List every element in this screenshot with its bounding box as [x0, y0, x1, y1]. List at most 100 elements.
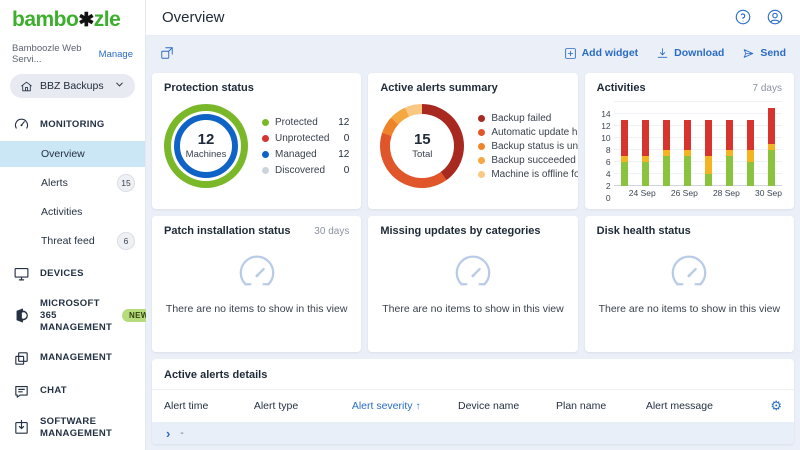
bar-segment — [662, 150, 670, 156]
bar-segment — [725, 156, 733, 186]
column-header-alert-message[interactable]: Alert message — [645, 400, 713, 412]
bar-segment — [725, 120, 733, 150]
workspace-selector[interactable]: BBZ Backups — [10, 74, 135, 98]
bar-segment — [683, 120, 691, 150]
column-header-device-name[interactable]: Device name — [457, 400, 520, 412]
table-settings-gear-icon[interactable]: ⚙ — [770, 398, 782, 413]
sidebar-item-management[interactable]: MANAGEMENT — [0, 342, 145, 375]
column-header-plan-name[interactable]: Plan name — [555, 400, 607, 412]
legend-dot-icon — [262, 150, 269, 158]
y-tick-label: 10 — [601, 133, 611, 143]
legend-label: Unprotected — [275, 132, 330, 144]
x-tick-label — [614, 188, 629, 200]
bar-segment — [641, 156, 649, 162]
stacked-bar — [746, 120, 754, 186]
bar-segment — [662, 156, 670, 186]
bar-column — [761, 102, 782, 186]
account-name: Bamboozle Web Servi... — [12, 43, 82, 65]
sidebar-item-monitoring[interactable]: MONITORING — [0, 108, 145, 141]
chevron-right-icon[interactable]: › — [166, 425, 171, 441]
logo-text-right: zle — [93, 8, 121, 31]
bar-segment — [725, 150, 733, 156]
y-tick-label: 14 — [601, 109, 611, 119]
sidebar-item-threat-feed[interactable]: Threat feed 6 — [0, 225, 145, 257]
column-header-alert-time[interactable]: Alert time — [164, 400, 209, 412]
logo-star-icon: ✱ — [78, 10, 94, 31]
legend-label: Backup failed — [491, 112, 552, 124]
bar-segment — [746, 120, 754, 150]
table-header-row: Alert time Alert type Alert severity ↑ Devic… — [152, 390, 794, 422]
sidebar-item-label: Alerts — [41, 177, 68, 189]
sidebar-item-label: MANAGEMENT — [40, 352, 113, 364]
patch-installation-status-card[interactable]: Patch installation status 30 days There … — [152, 216, 362, 352]
empty-gauge-icon — [450, 250, 496, 295]
legend-value: 12 — [338, 148, 350, 160]
sidebar-item-microsoft-365-management[interactable]: MICROSOFT 365 MANAGEMENT NEW — [0, 290, 156, 342]
sidebar-item-alerts[interactable]: Alerts 15 — [0, 167, 145, 199]
alerts-count-badge: 15 — [117, 174, 135, 192]
y-tick-label: 4 — [605, 169, 611, 179]
table-row[interactable]: › - — [152, 422, 794, 444]
logo-text-left: bambo — [12, 8, 79, 31]
home-icon — [20, 80, 33, 93]
bar-segment — [683, 150, 691, 156]
protection-status-card[interactable]: Protection status 12 Machines Protected 1… — [152, 73, 362, 209]
bar-column — [656, 102, 677, 186]
gridline — [613, 101, 782, 102]
disk-health-status-card[interactable]: Disk health status There are no items to… — [584, 216, 794, 352]
legend-item: Unprotected 0 — [262, 133, 349, 144]
empty-gauge-icon — [234, 250, 280, 295]
legend-label: Protected — [275, 116, 318, 128]
manage-link[interactable]: Manage — [98, 48, 133, 60]
activities-period: 7 days — [752, 83, 782, 94]
legend-value: 12 — [338, 116, 350, 128]
sidebar-item-label: DEVICES — [40, 267, 84, 279]
x-tick-label — [740, 188, 755, 200]
x-tick-label — [698, 188, 713, 200]
help-icon[interactable] — [734, 8, 752, 26]
sidebar-nav: MONITORING Overview Alerts 15 Activities… — [0, 108, 156, 450]
account-icon[interactable] — [766, 8, 784, 26]
add-widget-button[interactable]: Add widget — [564, 47, 638, 60]
main-area: Overview Add widget — [146, 0, 800, 450]
monitor-icon — [13, 265, 30, 282]
send-button[interactable]: Send — [742, 47, 786, 60]
x-tick-label — [656, 188, 671, 200]
stacked-bar — [768, 108, 775, 186]
download-button[interactable]: Download — [656, 47, 724, 60]
sidebar-item-label: Overview — [41, 148, 85, 160]
sidebar-item-software-management[interactable]: SOFTWARE MANAGEMENT — [0, 408, 145, 448]
legend-label: Managed — [275, 148, 317, 160]
sidebar-item-activities[interactable]: Activities — [0, 199, 145, 225]
column-header-alert-severity[interactable]: Alert severity ↑ — [351, 400, 421, 412]
column-header-alert-type[interactable]: Alert type — [253, 400, 299, 412]
sidebar-item-label: CHAT — [40, 385, 67, 397]
sidebar-item-overview[interactable]: Overview — [0, 141, 145, 167]
gridline — [613, 149, 782, 150]
y-tick-label: 2 — [605, 181, 611, 191]
dashboard-toolbar: Add widget Download Send — [146, 36, 800, 71]
sidebar-item-chat[interactable]: CHAT — [0, 375, 145, 408]
sidebar-item-devices[interactable]: DEVICES — [0, 257, 145, 290]
bar-segment — [746, 150, 754, 162]
stacked-bar — [620, 120, 628, 186]
legend-label: Backup succeeded wi... — [491, 154, 577, 166]
empty-cell-dash: - — [180, 427, 184, 439]
missing-updates-card[interactable]: Missing updates by categories There are … — [368, 216, 578, 352]
sidebar: bambo✱zle Bamboozle Web Servi... Manage … — [0, 0, 156, 450]
stacked-bar — [641, 120, 649, 186]
alerts-donut-chart: 15 Total — [380, 104, 465, 188]
widgets-grid: Protection status 12 Machines Protected 1… — [146, 71, 800, 450]
active-alerts-summary-card[interactable]: Active alerts summary 15 Total Backup fa… — [368, 73, 578, 209]
y-tick-label: 8 — [605, 145, 611, 155]
legend-dot-icon — [478, 156, 486, 164]
account-row: Bamboozle Web Servi... Manage — [0, 38, 145, 67]
expand-dashboard-icon[interactable] — [160, 46, 174, 60]
activities-card[interactable]: Activities 7 days 0 2 4 6 8 10 12 14 24 Sep 26 S… — [584, 73, 794, 209]
stacked-bar — [704, 120, 712, 186]
protection-count: 12 — [197, 130, 215, 148]
x-tick-label: 30 Sep — [755, 188, 782, 198]
legend-item: Backup failed6 — [478, 113, 577, 124]
widget-title: Active alerts summary — [380, 82, 498, 94]
legend-item: Managed 12 — [262, 149, 349, 160]
